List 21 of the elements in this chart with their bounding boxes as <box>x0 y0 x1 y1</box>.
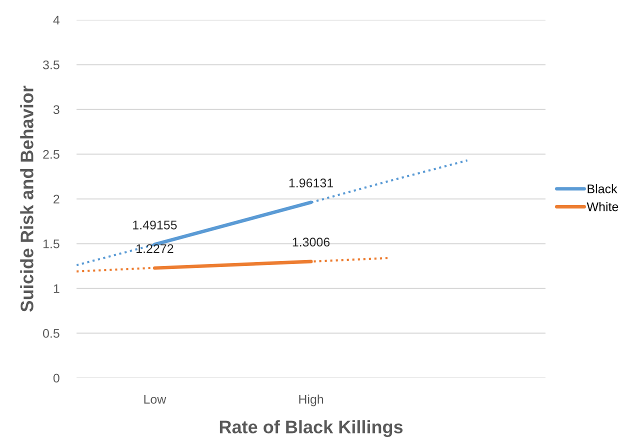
y-tick-label: 2.5 <box>43 150 60 159</box>
x-axis-title: Rate of Black Killings <box>220 420 403 438</box>
line-series <box>76 256 390 272</box>
data-label: 1.3006 <box>292 238 330 247</box>
data-label: 1.2272 <box>136 244 174 253</box>
y-tick-label: 0 <box>53 374 60 383</box>
y-tick-label: 2 <box>54 194 60 204</box>
y-axis-title: Suicide Risk and Behavior <box>20 86 34 312</box>
y-tick-label: 4 <box>53 16 60 24</box>
x-tick-label: High <box>299 394 324 406</box>
data-label: 1.96131 <box>289 178 334 188</box>
y-tick-label: 3 <box>53 105 60 114</box>
line-series <box>76 159 468 266</box>
y-tick-label: 1 <box>54 284 60 293</box>
x-tick-label: Low <box>144 395 166 404</box>
legend-label: White <box>586 202 618 212</box>
data-label: 1.49155 <box>133 220 177 230</box>
y-tick-label: 1.5 <box>43 240 60 248</box>
legend-label: Black <box>588 184 618 194</box>
y-tick-label: 0.5 <box>43 328 60 338</box>
y-tick-label: 3.5 <box>42 60 60 70</box>
